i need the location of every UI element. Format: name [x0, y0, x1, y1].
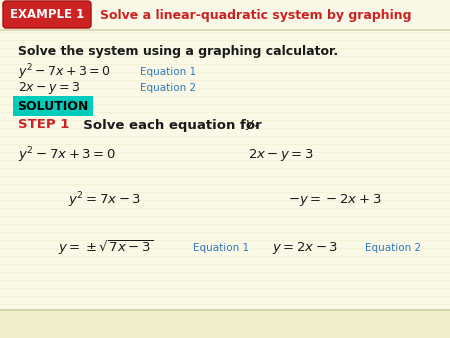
Text: $y$.: $y$.: [245, 118, 259, 132]
FancyBboxPatch shape: [0, 0, 450, 32]
Text: Solve a linear-quadratic system by graphing: Solve a linear-quadratic system by graph…: [100, 8, 411, 22]
Text: Equation 2: Equation 2: [140, 83, 196, 93]
Text: Solve each equation for: Solve each equation for: [74, 119, 262, 131]
FancyBboxPatch shape: [0, 310, 450, 338]
Text: $y^2 = 7x - 3$: $y^2 = 7x - 3$: [68, 190, 141, 210]
Text: $-y = -2x + 3$: $-y = -2x + 3$: [288, 192, 382, 208]
Text: Solve the system using a graphing calculator.: Solve the system using a graphing calcul…: [18, 46, 338, 58]
Text: $y^2 - 7x + 3 = 0$: $y^2 - 7x + 3 = 0$: [18, 145, 116, 165]
Text: STEP 1: STEP 1: [18, 119, 69, 131]
Text: $y^2 - 7x + 3 = 0$: $y^2 - 7x + 3 = 0$: [18, 62, 111, 82]
Text: Equation 2: Equation 2: [365, 243, 421, 253]
Text: SOLUTION: SOLUTION: [18, 99, 89, 113]
Text: Equation 1: Equation 1: [193, 243, 249, 253]
Text: $2x - y = 3$: $2x - y = 3$: [18, 80, 81, 96]
FancyBboxPatch shape: [13, 96, 93, 116]
Text: Equation 1: Equation 1: [140, 67, 196, 77]
Text: $y = 2x - 3$: $y = 2x - 3$: [272, 240, 338, 256]
Text: EXAMPLE 1: EXAMPLE 1: [10, 8, 84, 22]
Text: $2x - y = 3$: $2x - y = 3$: [248, 147, 314, 163]
Text: $y = \pm\sqrt{7x - 3}$: $y = \pm\sqrt{7x - 3}$: [58, 239, 153, 258]
FancyBboxPatch shape: [3, 1, 91, 28]
